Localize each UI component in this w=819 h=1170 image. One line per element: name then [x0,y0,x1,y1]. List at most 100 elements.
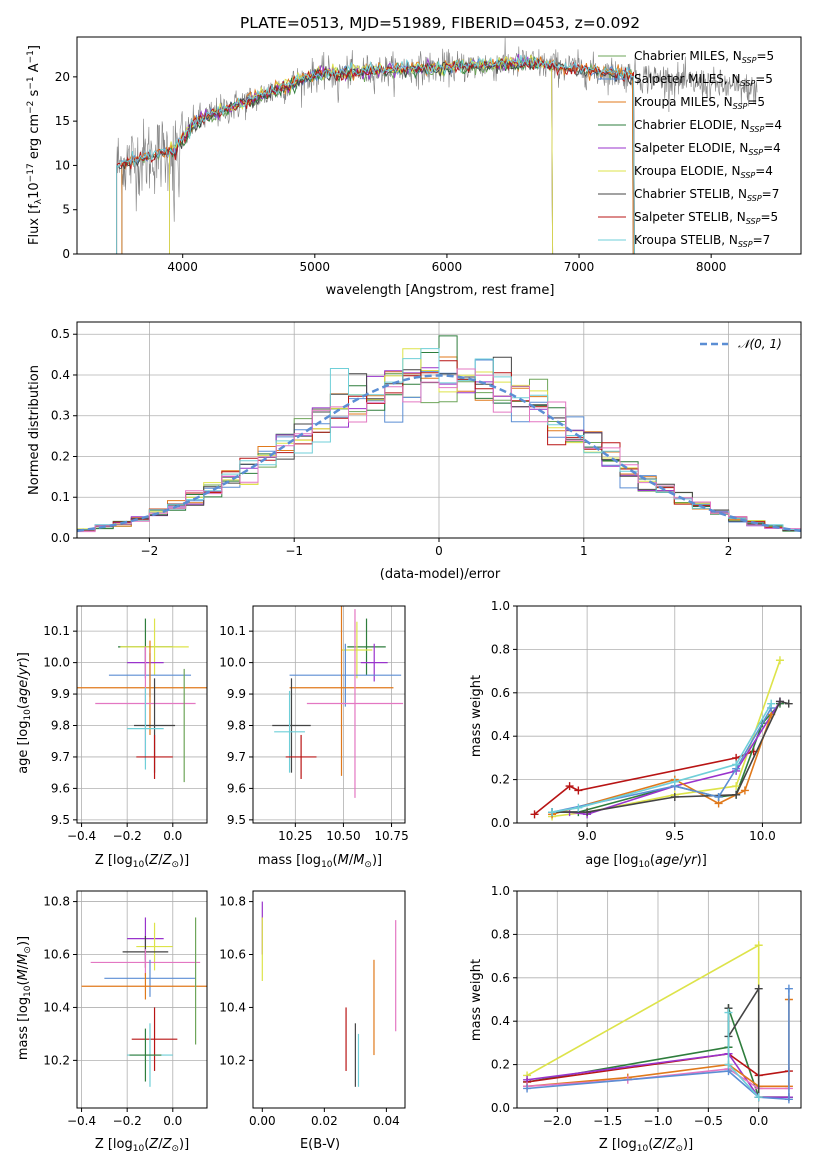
weight-marker [574,786,583,795]
weight-marker [784,1095,793,1104]
weight-z-xlabel: Z [log10(Z/Z⊙)] [599,1137,693,1154]
x-tick-label: −2 [141,544,159,558]
axes-frame: 9.0 9.5 10.0 0.0 0.2 0.4 0.6 0.8 1.0 [491,599,802,843]
x-tick-label: 0.00 [249,1114,276,1128]
x-tick-label: −2.0 [543,1114,572,1128]
age-vs-mass-panel: 10.25 10.50 10.75 9.5 9.6 9.7 9.8 9.9 10.0 10.1 m… [219,605,409,870]
weight-line-2 [526,1052,790,1083]
x-tick-label: 0.0 [163,1114,182,1128]
legend-label-7: Salpeter STELIB, NSSP=5 [634,210,778,226]
axes-box [252,605,406,824]
errorbar-point-4 [104,959,196,997]
y-tick-label: 10.2 [219,1053,246,1067]
errorbar-point-5 [81,973,207,1000]
ebv-xlabel: E(B-V) [300,1137,340,1152]
normal-legend-label: 𝒩(0, 1) [738,337,782,351]
x-tick-label: −1.5 [593,1114,622,1128]
plot-area [81,917,207,1087]
axes-frame: 4000 5000 6000 7000 8000 0 5 10 15 20 [55,36,802,274]
model-spectrum-3 [169,56,554,254]
weight-line-2 [552,660,781,818]
mass-vs-ebv-panel: 0.00 0.02 0.04 10.2 10.4 10.6 10.8 E(B-V) [219,890,406,1152]
errorbar-point-8 [285,734,317,779]
y-tick-label: 9.7 [227,750,246,764]
normal-curve [77,374,801,533]
weight-marker [740,786,749,795]
y-tick-label: 9.9 [227,687,246,701]
y-tick-label: 9.6 [51,781,70,795]
age-mass-xlabel: mass [log10(M/M⊙)] [258,853,382,870]
spectrum-xlabel: wavelength [Angstrom, rest frame] [326,283,555,298]
model-spectrum-2 [121,56,634,254]
residual-legend: 𝒩(0, 1) [700,337,782,351]
y-tick-label: 0.2 [491,773,510,787]
y-tick-label: 10.1 [219,624,246,638]
y-tick-label: 10.6 [43,948,70,962]
y-tick-label: 10.2 [43,1053,70,1067]
spectrum-title: PLATE=0513, MJD=51989, FIBERID=0453, z=0… [240,14,640,32]
x-tick-label: 0 [435,544,443,558]
y-tick-label: 0.4 [491,1014,510,1028]
spectrum-legend: Chabrier MILES, NSSP=5 Salpeter MILES, NS… [598,49,782,249]
x-tick-label: 2 [725,544,733,558]
legend-label-4: Salpeter ELODIE, NSSP=4 [634,141,781,157]
y-tick-label: 5 [62,203,70,217]
age-z-xlabel: Z [log10(Z/Z⊙)] [95,853,189,870]
axes-box [252,890,406,1109]
errorbar-point-8 [136,734,173,779]
y-tick-label: 10.0 [219,656,246,670]
y-tick-label: 0 [62,247,70,261]
y-tick-label: 0.4 [51,368,70,382]
y-tick-label: 0.3 [51,409,70,423]
errorbar-point-5 [306,609,404,798]
y-tick-label: 1.0 [491,599,510,613]
x-tick-label: 1 [580,544,588,558]
weight-marker [732,790,741,799]
weight-marker [565,782,574,791]
age-vs-metallicity-panel: −0.4 −0.2 0.0 9.5 9.6 9.7 9.8 9.9 10.0 10.1 Z [lo… [16,605,208,870]
errorbar-point-4 [289,606,394,776]
axes-frame: 0.00 0.02 0.04 10.2 10.4 10.6 10.8 [219,890,406,1128]
y-tick-label: 0.8 [491,642,510,656]
x-tick-label: 10.25 [278,829,312,843]
x-tick-label: 8000 [696,260,727,274]
axes-box [76,36,802,255]
residual-histogram-3 [77,335,801,538]
x-tick-label: −0.5 [694,1114,723,1128]
plot-area [77,618,207,783]
axes-box [76,890,208,1109]
y-tick-label: 9.7 [51,750,70,764]
plot-area [261,901,397,1087]
legend-label-3: Chabrier ELODIE, NSSP=4 [634,118,782,134]
x-tick-label: 10.0 [749,829,776,843]
weight-line-0 [533,750,754,815]
axes-frame: 10.25 10.50 10.75 9.5 9.6 9.7 9.8 9.9 10.0 10.1 [219,605,409,843]
weight-marker [754,941,763,950]
x-tick-label: 9.5 [665,829,684,843]
y-tick-label: 0.6 [491,971,510,985]
spectrum-ylabel: Flux [fλ10−17 erg cm−2 s−1 A−1] [26,45,44,245]
weight-marker [724,1008,733,1017]
spectrum-panel: PLATE=0513, MJD=51989, FIBERID=0453, z=0… [26,14,802,298]
weight-vs-metallicity-panel: −2.0 −1.5 −1.0 −0.5 0.0 0.0 0.2 0.4 0.6 0.8 1.0 Z … [469,884,802,1154]
x-tick-label: 0.0 [163,829,182,843]
errorbar-point-3 [289,643,402,707]
weight-marker [670,777,679,786]
age-ylabel: age [log10(age/yr)] [16,652,33,774]
x-tick-label: 7000 [564,260,595,274]
y-tick-label: 10.0 [43,656,70,670]
model-spectrum-7 [116,56,635,254]
y-tick-label: 10.1 [43,624,70,638]
errorbar-point-2 [360,643,388,682]
weight-marker [775,697,784,706]
y-tick-label: 9.8 [51,719,70,733]
y-tick-label: 10.4 [43,1000,70,1014]
weight-vs-age-panel: 9.0 9.5 10.0 0.0 0.2 0.4 0.6 0.8 1.0 age [log10(… [469,599,802,870]
weight-marker [784,699,793,708]
y-tick-label: 9.9 [51,687,70,701]
weight-marker [523,1084,532,1093]
y-tick-label: 0.0 [491,1101,510,1115]
x-tick-label: 0.0 [749,1114,768,1128]
y-tick-label: 20 [55,70,70,84]
